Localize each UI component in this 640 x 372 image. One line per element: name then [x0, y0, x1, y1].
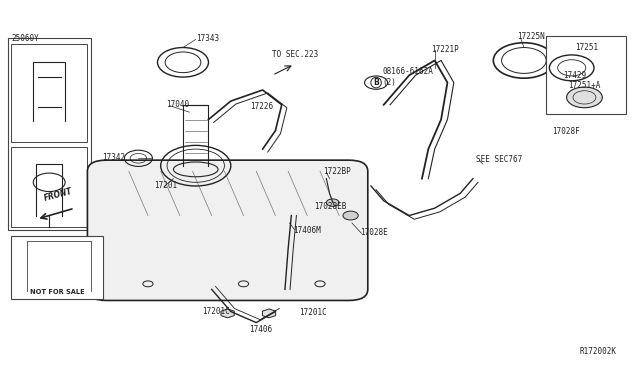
Text: 08166-6162A
(2): 08166-6162A (2): [383, 67, 433, 87]
FancyBboxPatch shape: [11, 44, 88, 142]
Text: TO SEC.223: TO SEC.223: [272, 51, 319, 60]
Text: B: B: [373, 78, 379, 87]
Text: 17201C: 17201C: [300, 308, 327, 317]
Circle shape: [566, 87, 602, 108]
FancyBboxPatch shape: [546, 36, 626, 114]
Text: 17251: 17251: [575, 43, 598, 52]
Circle shape: [326, 199, 339, 206]
FancyBboxPatch shape: [11, 147, 88, 227]
Text: 17028EB: 17028EB: [314, 202, 346, 211]
Text: 17226: 17226: [250, 102, 273, 111]
FancyBboxPatch shape: [8, 38, 91, 230]
Text: 1722BP: 1722BP: [323, 167, 351, 176]
Text: 17040: 17040: [166, 100, 189, 109]
Text: FRONT: FRONT: [44, 186, 74, 203]
FancyBboxPatch shape: [88, 160, 368, 301]
Text: 17429: 17429: [563, 71, 586, 80]
Text: NOT FOR SALE: NOT FOR SALE: [30, 289, 84, 295]
Text: 17221P: 17221P: [431, 45, 460, 54]
Text: 17406: 17406: [248, 325, 272, 334]
Text: 17201: 17201: [154, 182, 177, 190]
Text: 17028E: 17028E: [360, 228, 388, 237]
Text: 17028F: 17028F: [552, 127, 580, 136]
FancyBboxPatch shape: [11, 236, 103, 299]
Text: 17406M: 17406M: [293, 226, 321, 235]
Text: SEE SEC767: SEE SEC767: [476, 155, 522, 164]
Text: 25060Y: 25060Y: [11, 34, 38, 43]
Text: R172002K: R172002K: [579, 347, 616, 356]
Text: 17342: 17342: [102, 153, 125, 162]
Text: 17225N: 17225N: [518, 32, 545, 41]
Circle shape: [365, 76, 388, 89]
Text: 17201C: 17201C: [202, 307, 230, 316]
Text: 17251+A: 17251+A: [568, 81, 601, 90]
Circle shape: [343, 211, 358, 220]
Text: 17343: 17343: [196, 34, 219, 43]
